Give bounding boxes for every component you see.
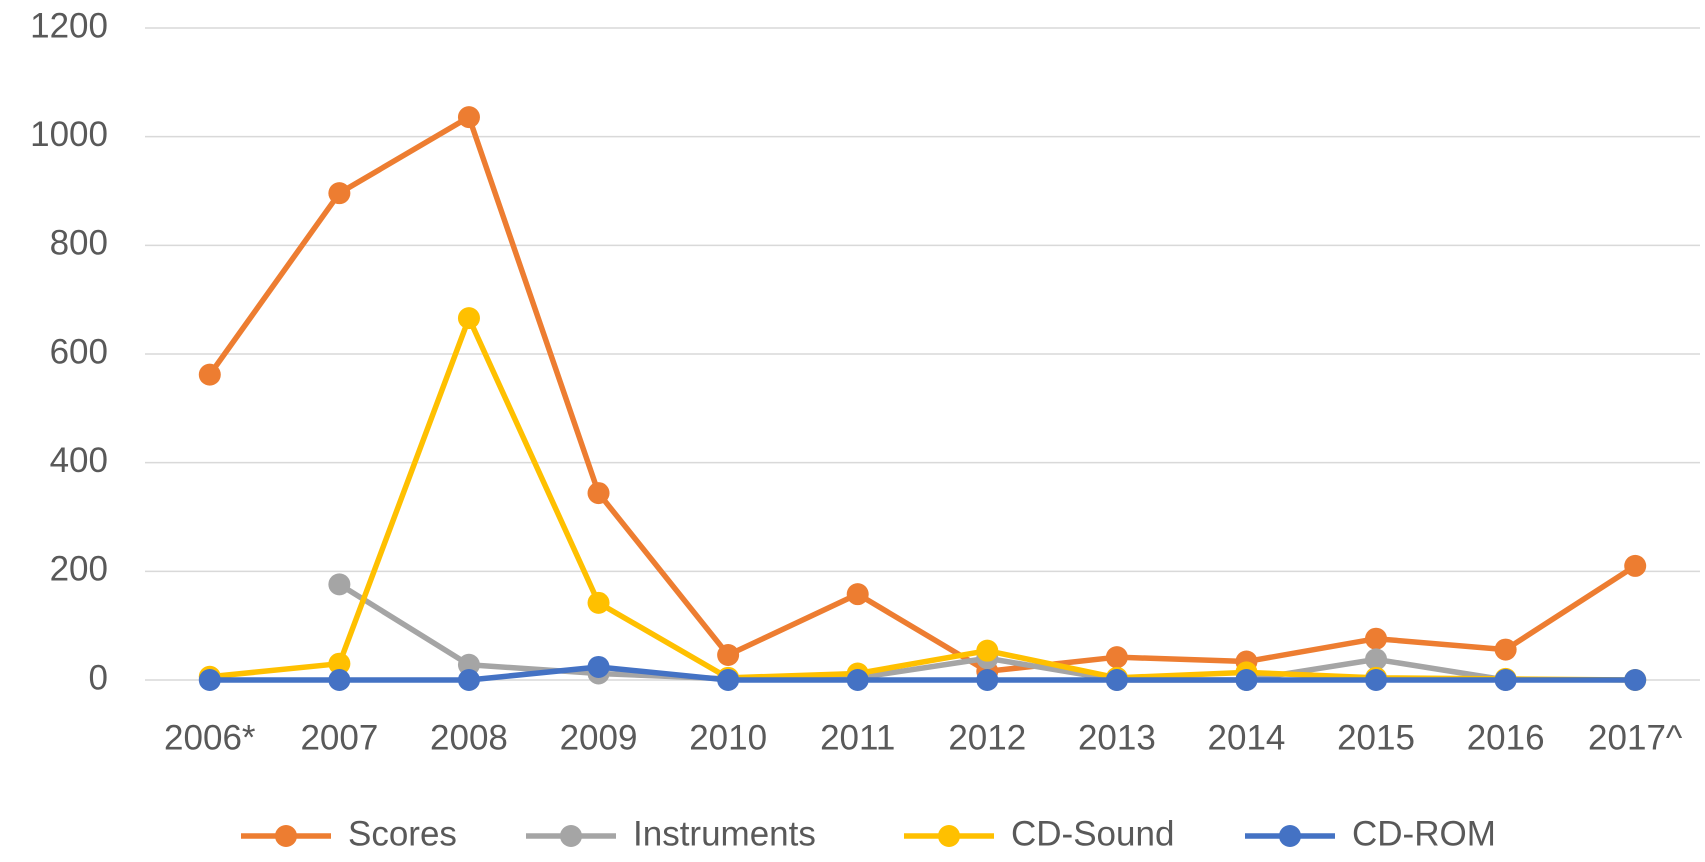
data-point xyxy=(976,669,999,691)
legend-marker xyxy=(560,825,582,847)
data-point xyxy=(1105,646,1128,669)
x-tick-label: 2011 xyxy=(820,718,895,757)
x-tick-label: 2012 xyxy=(948,718,1026,757)
series-line xyxy=(209,315,1636,683)
data-point xyxy=(976,639,999,662)
data-point xyxy=(328,573,351,596)
legend-marker xyxy=(1279,825,1301,847)
data-point xyxy=(1105,669,1128,691)
series-line xyxy=(207,114,1637,675)
x-tick-label: 2017^ xyxy=(1588,718,1683,757)
data-point xyxy=(198,363,221,386)
y-tick-label: 1200 xyxy=(30,6,108,45)
y-tick-label: 800 xyxy=(50,224,108,263)
y-tick-label: 600 xyxy=(50,332,108,371)
legend-label: CD-Sound xyxy=(1011,814,1174,853)
legend-label: CD-ROM xyxy=(1352,814,1496,853)
data-point xyxy=(1235,669,1258,691)
legend-marker xyxy=(275,825,297,847)
legend-label: Instruments xyxy=(633,814,816,853)
series-line xyxy=(337,582,1507,683)
x-tick-label: 2010 xyxy=(689,718,767,757)
data-point xyxy=(1494,669,1517,691)
x-tick-label: 2016 xyxy=(1467,718,1545,757)
legend-marker xyxy=(938,825,960,847)
data-point xyxy=(587,482,610,505)
legend-label: Scores xyxy=(348,814,457,853)
data-point xyxy=(846,583,869,606)
data-point xyxy=(328,182,351,205)
data-point xyxy=(1494,638,1517,661)
data-point xyxy=(1365,627,1388,650)
series-line xyxy=(209,664,1636,683)
data-point xyxy=(846,669,869,691)
y-tick-label: 0 xyxy=(89,658,108,697)
data-point xyxy=(457,106,480,129)
data-point xyxy=(587,591,610,614)
data-point xyxy=(328,652,351,675)
data-point xyxy=(457,669,480,691)
data-point xyxy=(717,669,740,691)
data-point xyxy=(587,655,610,678)
x-tick-label: 2013 xyxy=(1078,718,1156,757)
x-tick-label: 2008 xyxy=(430,718,508,757)
data-point xyxy=(457,653,480,676)
y-tick-label: 400 xyxy=(50,441,108,480)
data-point xyxy=(1624,554,1647,577)
x-tick-label: 2007 xyxy=(300,718,378,757)
data-point xyxy=(457,307,480,330)
data-point xyxy=(198,669,221,691)
y-tick-label: 200 xyxy=(50,550,108,589)
x-tick-label: 2009 xyxy=(560,718,638,757)
data-point xyxy=(1365,648,1388,671)
data-point xyxy=(328,669,351,691)
x-tick-label: 2006* xyxy=(164,718,256,757)
x-tick-label: 2015 xyxy=(1337,718,1415,757)
data-point xyxy=(1624,669,1647,691)
y-tick-label: 1000 xyxy=(30,115,108,154)
data-point xyxy=(1365,669,1388,691)
x-tick-label: 2014 xyxy=(1208,718,1286,757)
data-point xyxy=(717,644,740,667)
